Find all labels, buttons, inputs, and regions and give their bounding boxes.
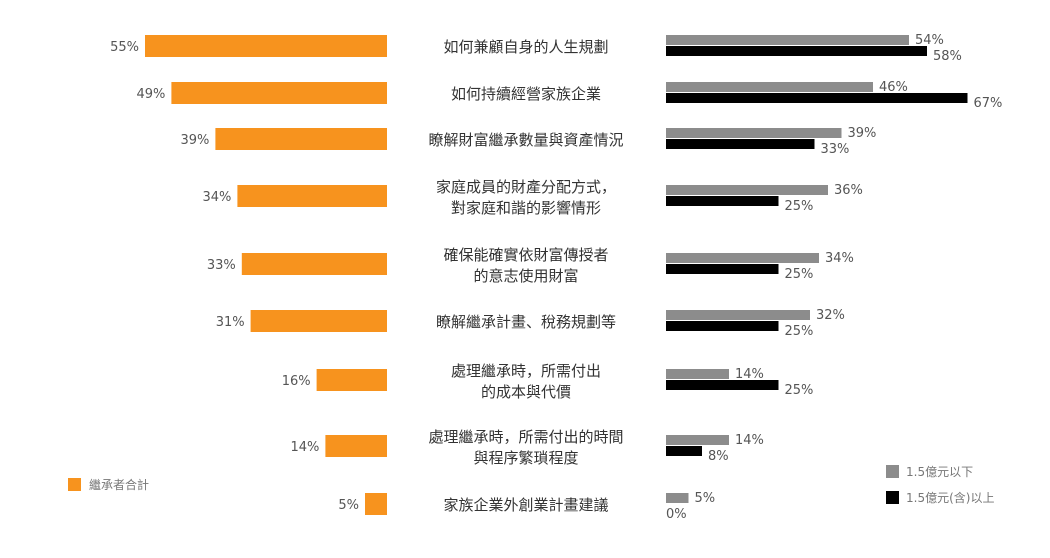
bar-black-5 [666,321,779,331]
value-label-grey-0: 54% [915,33,944,48]
value-label-orange-1: 49% [136,87,165,102]
value-label-black-8: 0% [666,507,687,522]
value-label-black-4: 25% [785,267,814,282]
value-label-orange-3: 34% [202,190,231,205]
category-label-5: 瞭解繼承計畫、稅務規劃等 [436,313,616,331]
bar-orange-7 [325,435,387,457]
category-label-1: 如何持續經營家族企業 [451,85,601,103]
category-label-6-line2: 的成本與代價 [481,383,571,401]
legend-swatch-black [886,491,899,504]
legend-label-black: 1.5億元(含)以上 [906,490,994,505]
legend-label-orange: 繼承者合計 [89,477,149,492]
bar-grey-7 [666,435,729,445]
value-label-orange-7: 14% [290,440,319,455]
value-label-grey-1: 46% [879,80,908,95]
bar-grey-1 [666,82,873,92]
bar-grey-3 [666,185,828,195]
category-label-3-line2: 對家庭和諧的影響情形 [451,199,601,217]
bar-grey-8 [666,493,689,503]
value-label-black-2: 33% [821,142,850,157]
bar-grey-0 [666,35,909,45]
value-label-orange-0: 55% [110,40,139,55]
bar-black-2 [666,139,815,149]
legend-swatch-grey [886,465,899,478]
value-label-orange-8: 5% [338,498,359,513]
category-label-3-line1: 家庭成員的財產分配方式， [436,178,616,196]
bar-orange-2 [215,128,387,150]
category-label-6-line1: 處理繼承時，所需付出 [451,362,601,380]
bar-black-3 [666,196,779,206]
category-label-7-line2: 與程序繁瑣程度 [473,449,578,467]
value-label-grey-5: 32% [816,308,845,323]
category-label-7-line1: 處理繼承時，所需付出的時間 [428,428,623,446]
bar-grey-4 [666,253,819,263]
bar-black-1 [666,93,968,103]
bar-orange-3 [237,185,387,207]
bar-black-7 [666,446,702,456]
value-label-grey-3: 36% [834,183,863,198]
value-label-orange-5: 31% [216,315,245,330]
bar-grey-6 [666,369,729,379]
bar-black-0 [666,46,927,56]
value-label-black-7: 8% [708,449,729,464]
value-label-black-1: 67% [974,96,1003,111]
bar-orange-6 [316,369,387,391]
value-label-orange-6: 16% [282,374,311,389]
value-label-black-5: 25% [785,324,814,339]
value-label-black-6: 25% [785,383,814,398]
bar-black-6 [666,380,779,390]
value-label-orange-2: 39% [180,133,209,148]
legend-label-grey: 1.5億元以下 [906,465,973,479]
bar-orange-5 [250,310,387,332]
category-label-8: 家族企業外創業計畫建議 [443,496,608,514]
category-label-0: 如何兼顧自身的人生規劃 [443,38,608,56]
bar-orange-4 [241,253,387,275]
bar-orange-0 [145,35,387,57]
value-label-black-0: 58% [933,49,962,64]
value-label-black-3: 25% [785,199,814,214]
value-label-grey-4: 34% [825,251,854,266]
category-label-4-line2: 的意志使用財富 [473,267,578,285]
category-label-2: 瞭解財富繼承數量與資產情況 [428,131,623,149]
bar-grey-5 [666,310,810,320]
bar-black-4 [666,264,779,274]
value-label-grey-8: 5% [695,491,716,506]
bar-grey-2 [666,128,842,138]
value-label-grey-7: 14% [735,433,764,448]
bar-orange-8 [365,493,387,515]
value-label-grey-6: 14% [735,367,764,382]
category-label-4-line1: 確保能確實依財富傳授者 [443,246,608,264]
value-label-orange-4: 33% [207,258,236,273]
bar-orange-1 [171,82,387,104]
value-label-grey-2: 39% [848,126,877,141]
legend-swatch-orange [68,478,81,491]
